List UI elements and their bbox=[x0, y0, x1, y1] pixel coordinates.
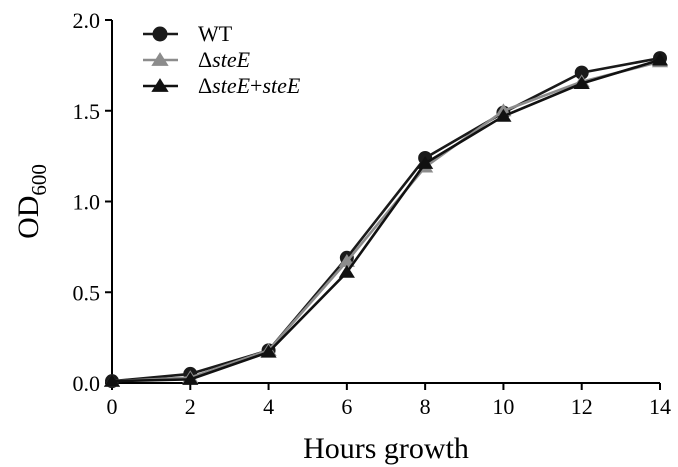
y-tick-label: 1.5 bbox=[73, 99, 101, 124]
legend-label: ΔsteE+steE bbox=[198, 73, 301, 98]
x-tick-label: 4 bbox=[263, 394, 274, 419]
x-tick-label: 2 bbox=[185, 394, 196, 419]
legend-label: WT bbox=[198, 21, 233, 46]
y-tick-label: 0.5 bbox=[73, 280, 101, 305]
legend-item-2: ΔsteE bbox=[143, 47, 251, 72]
y-axis-title: OD600 bbox=[12, 164, 51, 239]
series-2 bbox=[104, 54, 668, 386]
y-tick-label: 0.0 bbox=[73, 371, 101, 396]
legend-item-1: WT bbox=[143, 21, 233, 46]
legend-item-3: ΔsteE+steE bbox=[143, 73, 301, 98]
x-tick-label: 8 bbox=[420, 394, 431, 419]
series-line bbox=[112, 62, 660, 381]
x-tick-label: 12 bbox=[571, 394, 593, 419]
x-tick-label: 6 bbox=[341, 394, 352, 419]
y-tick-label: 2.0 bbox=[73, 8, 101, 33]
legend-marker bbox=[153, 27, 168, 42]
x-tick-label: 14 bbox=[649, 394, 671, 419]
legend-label: ΔsteE bbox=[198, 47, 251, 72]
y-axis-title-main: OD bbox=[12, 196, 45, 239]
series-line bbox=[112, 60, 660, 381]
y-tick-label: 1.0 bbox=[73, 190, 101, 215]
x-tick-label: 10 bbox=[492, 394, 514, 419]
y-axis-title-subscript: 600 bbox=[27, 164, 51, 196]
series-3 bbox=[104, 53, 668, 387]
x-axis-title: Hours growth bbox=[303, 432, 469, 465]
x-tick-label: 0 bbox=[107, 394, 118, 419]
series-layer bbox=[104, 51, 668, 388]
